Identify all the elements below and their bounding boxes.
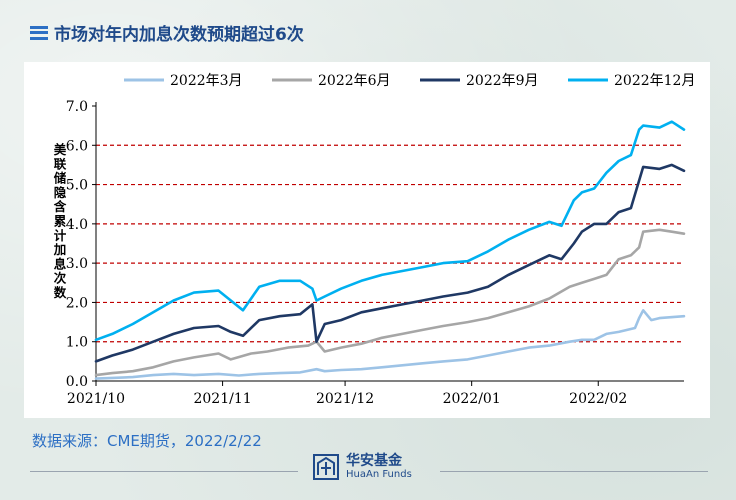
x-tick-label: 2022/01: [443, 391, 501, 407]
series-line: [94, 228, 686, 377]
x-tick-label: 2021/11: [193, 391, 251, 407]
x-tick-label: 2021/10: [67, 391, 125, 407]
y-tick-label: 0.0: [66, 374, 88, 390]
footer-divider-left: [30, 471, 298, 472]
legend-label: 2022年12月: [614, 73, 695, 89]
y-tick-label: 6.0: [66, 138, 88, 154]
y-tick-label: 5.0: [66, 178, 88, 194]
chart-panel: 0.0 1.0 2.0 3.0 4.0 5.0 6.0 7.0 2021/10 2021/11 20…: [24, 62, 710, 418]
line-chart: 0.0 1.0 2.0 3.0 4.0 5.0 6.0 7.0 2021/10 2021/11 20…: [53, 73, 696, 407]
logo-cn-text: 华安基金: [346, 453, 402, 469]
menu-lines-icon: [30, 25, 48, 40]
huaan-logo-icon: [313, 454, 339, 480]
logo-en-text: HuaAn Funds: [346, 469, 412, 480]
legend-label: 2022年6月: [318, 73, 391, 89]
series-line: [94, 163, 686, 363]
legend-label: 2022年3月: [170, 73, 243, 89]
page-title: 市场对年内加息次数预期超过6次: [30, 20, 304, 45]
x-tick-label: 2022/02: [569, 391, 627, 407]
page-title-text: 市场对年内加息次数预期超过6次: [54, 25, 304, 45]
y-tick-label: 2.0: [66, 295, 88, 311]
series-line: [94, 120, 686, 342]
series-line: [94, 309, 686, 380]
y-tick-label: 4.0: [66, 217, 88, 233]
y-tick-label: 7.0: [66, 99, 88, 115]
footer-divider-right: [440, 471, 708, 472]
legend-label: 2022年9月: [466, 73, 539, 89]
x-tick-label: 2021/12: [316, 391, 374, 407]
data-source-note: 数据来源：CME期货，2022/2/22: [32, 432, 262, 450]
y-tick-label: 3.0: [66, 256, 88, 272]
huaan-logo: 华安基金 HuaAn Funds: [312, 453, 412, 481]
y-axis-label: 美联储隐含累计加息次数: [53, 142, 67, 300]
y-tick-label: 1.0: [66, 335, 88, 351]
